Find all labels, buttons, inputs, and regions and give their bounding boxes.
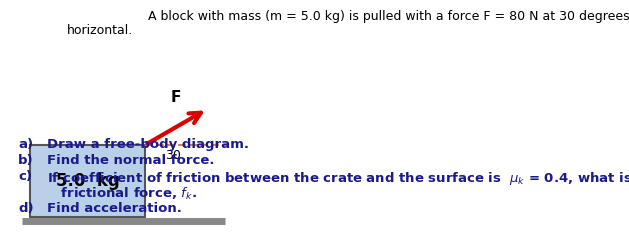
Text: If coefficient of friction between the crate and the surface is  $\mu_k$ = 0.4, : If coefficient of friction between the c… (47, 170, 629, 187)
Text: 30: 30 (165, 149, 181, 162)
Text: a): a) (18, 138, 33, 151)
Text: c): c) (18, 170, 32, 183)
Text: 5.0  kg: 5.0 kg (55, 172, 120, 190)
Text: A block with mass (m = 5.0 kg) is pulled with a force F = 80 N at 30 degrees to : A block with mass (m = 5.0 kg) is pulled… (148, 10, 629, 23)
Text: frictional force, $f_k$.: frictional force, $f_k$. (47, 186, 197, 202)
Text: d): d) (18, 202, 33, 215)
Text: Find acceleration.: Find acceleration. (47, 202, 182, 215)
Text: horizontal.: horizontal. (67, 24, 133, 37)
Text: F: F (170, 90, 181, 105)
Text: Find the normal force.: Find the normal force. (47, 154, 214, 167)
Text: Draw a free-body diagram.: Draw a free-body diagram. (47, 138, 249, 151)
Bar (30, 145, 145, 217)
Text: b): b) (18, 154, 33, 167)
